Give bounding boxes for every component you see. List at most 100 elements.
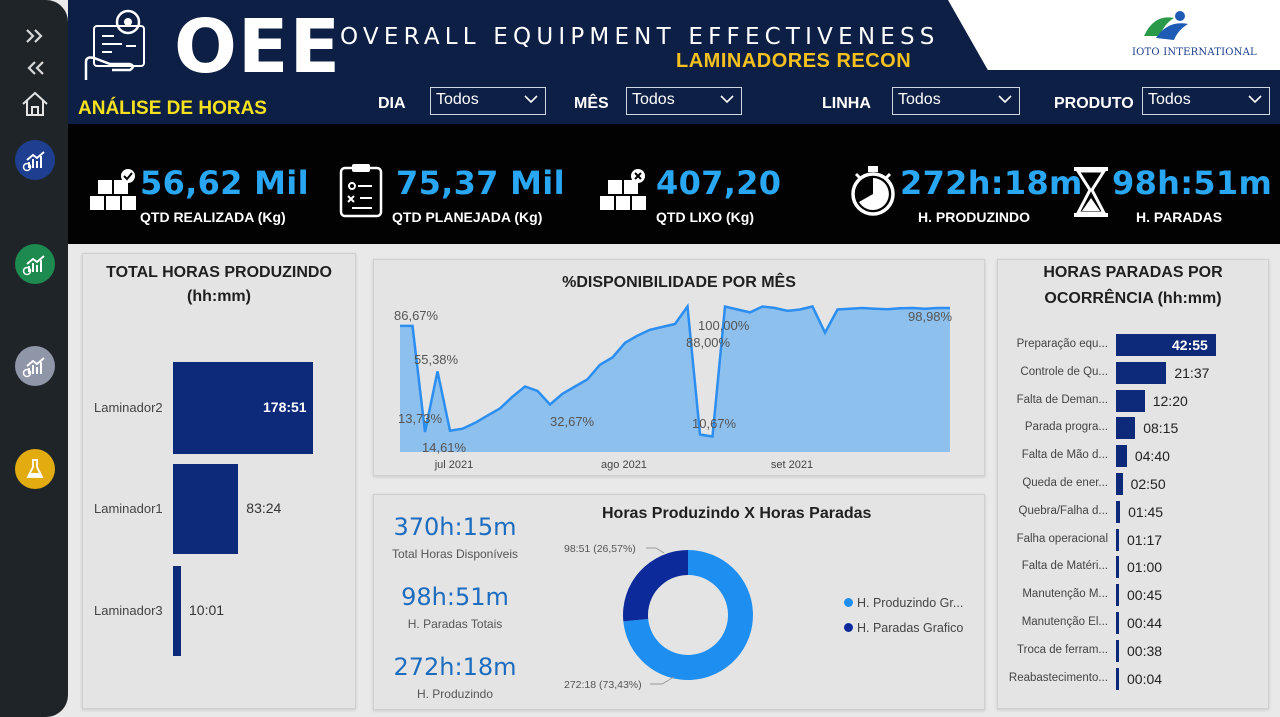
ocorrencia-value-label: 04:40 <box>1134 448 1170 465</box>
slice-label: 272:18 (73,43%) <box>564 679 642 691</box>
ocorrencia-value-label: 01:17 <box>1127 531 1163 548</box>
slice-label: 98:51 (26,57%) <box>564 543 636 555</box>
bar-laminador2[interactable] <box>173 362 313 454</box>
ocorrencia-bar[interactable] <box>1116 361 1167 384</box>
stat-produzindo-value: 272h:18m <box>393 653 517 681</box>
sidebar <box>0 0 68 717</box>
area-line <box>400 303 950 438</box>
ocorrencia-value-label: 00:38 <box>1127 642 1163 659</box>
ocorrencia-value-label: 08:15 <box>1143 420 1179 437</box>
ocorrencia-bar[interactable] <box>1116 528 1119 551</box>
ocorrencia-category-label: Manutenção M... <box>1022 588 1108 601</box>
report-gray-icon[interactable] <box>15 346 55 386</box>
report-green-icon[interactable] <box>15 244 55 284</box>
filter-linha-select[interactable]: Todos <box>892 87 1020 115</box>
filter-mes-select[interactable]: Todos <box>626 87 742 115</box>
ocorrencia-value-label: 12:20 <box>1152 392 1188 409</box>
filter-dia-select[interactable]: Todos <box>430 87 546 115</box>
filter-produto-label: PRODUTO <box>1054 95 1134 112</box>
oee-logo-text: OEE <box>174 4 342 90</box>
ocorrencia-bar[interactable] <box>1116 445 1127 468</box>
filter-produto-select[interactable]: Todos <box>1142 87 1270 115</box>
data-label: 98,98% <box>908 309 953 324</box>
lab-flask-icon[interactable] <box>15 449 55 489</box>
expand-icon[interactable] <box>22 24 48 48</box>
legend-dot-icon <box>844 598 853 607</box>
ocorrencia-value-label: 00:04 <box>1127 670 1163 687</box>
donut-slice[interactable] <box>623 550 688 622</box>
area-fill <box>400 306 950 452</box>
ocorrencia-category-label: Falta de Deman... <box>1016 393 1108 406</box>
ocorrencia-bar[interactable] <box>1116 639 1119 662</box>
leader-line <box>650 676 675 685</box>
section-label: ANÁLISE DE HORAS <box>78 98 267 119</box>
kpi-band: 56,62 Mil QTD REALIZADA (Kg) 75,37 Mil Q… <box>68 124 1280 244</box>
card-ocorrencia: HORAS PARADAS POR OCORRÊNCIA (hh:mm) Pre… <box>997 259 1269 709</box>
brand-name: IOTO INTERNATIONAL <box>1132 47 1257 58</box>
ocorrencia-bar[interactable] <box>1116 473 1123 495</box>
card-disponibilidade: %DISPONIBILIDADE POR MÊS jul 2021 ago 202… <box>373 259 985 476</box>
legend-paradas[interactable]: H. Paradas Grafico <box>844 621 963 635</box>
ocorrencia-bar[interactable] <box>1116 417 1136 440</box>
ocorrencia-category-label: Preparação equ... <box>1016 338 1108 350</box>
legend-dot-icon <box>844 623 853 632</box>
ocorrencia-bar[interactable] <box>1116 334 1216 356</box>
ocorrencia-category-label: Falta de Matéri... <box>1021 560 1108 573</box>
page-title: OVERALL EQUIPMENT EFFECTIVENESS <box>340 24 940 50</box>
kpi-qtd-lixo-value: 407,20 <box>656 164 782 202</box>
ocorrencia-bar[interactable] <box>1116 389 1145 412</box>
filter-mes-value: Todos <box>632 91 675 108</box>
ocorrencia-category-label: Troca de ferram... <box>1017 643 1108 656</box>
ocorrencia-category-label: Falha operacional <box>1016 532 1108 545</box>
leader-line <box>646 547 665 554</box>
kpi-h-produzindo-label: H. PRODUZINDO <box>918 209 1030 225</box>
clipboard-plan-icon <box>339 164 383 218</box>
bar-value-label: 178:51 <box>263 399 307 415</box>
bar-value-label: 10:01 <box>189 602 225 618</box>
kpi-qtd-realizada-value: 56,62 Mil <box>140 164 309 202</box>
kpi-h-paradas-label: H. PARADAS <box>1136 209 1223 225</box>
chevron-down-icon <box>720 95 734 104</box>
bar-laminador3[interactable] <box>173 566 181 656</box>
ocorrencia-bar[interactable] <box>1116 584 1119 607</box>
ocorrencia-bar-chart: Preparação equ... 42:55 Controle de Qu... 2… <box>998 260 1270 710</box>
kpi-h-paradas-value: 98h:51m <box>1112 164 1273 202</box>
page-subtitle: LAMINADORES RECON <box>676 50 912 72</box>
report-blue-icon[interactable] <box>15 140 55 180</box>
bar-category-label: Laminador2 <box>94 400 163 415</box>
ocorrencia-bar[interactable] <box>1116 556 1119 579</box>
card-horas-vs: Horas Produzindo X Horas Paradas 370h:15… <box>373 494 985 710</box>
home-icon[interactable] <box>18 88 52 120</box>
header: OEE OVERALL EQUIPMENT EFFECTIVENESS LAMI… <box>68 0 1280 124</box>
kpi-qtd-planejada-label: QTD PLANEJADA (Kg) <box>392 209 543 225</box>
data-label: 14,61% <box>422 440 467 455</box>
legend-label: H. Produzindo Gr... <box>857 596 964 610</box>
ocorrencia-value-label: 02:50 <box>1130 476 1166 492</box>
ocorrencia-bar[interactable] <box>1116 667 1119 690</box>
ocorrencia-bar[interactable] <box>1116 612 1119 634</box>
ocorrencia-category-label: Queda de ener... <box>1022 477 1108 489</box>
card-title: Horas Produzindo X Horas Paradas <box>602 505 872 522</box>
kpi-h-produzindo-value: 272h:18m <box>900 164 1083 202</box>
stat-total-disponiveis-value: 370h:15m <box>393 513 517 541</box>
horas-donut-chart: 98:51 (26,57%) 272:18 (73,43%) <box>564 543 753 691</box>
card-total-horas: TOTAL HORAS PRODUZINDO (hh:mm) Laminador… <box>82 253 356 709</box>
collapse-icon[interactable] <box>22 56 48 80</box>
ocorrencia-category-label: Falta de Mão d... <box>1021 449 1108 462</box>
x-tick-label: jul 2021 <box>434 459 474 471</box>
ocorrencia-value-label: 00:45 <box>1127 587 1163 604</box>
brand-logo-icon <box>1144 11 1188 40</box>
ocorrencia-category-label: Manutenção El... <box>1021 616 1108 628</box>
bar-laminador1[interactable] <box>173 464 239 554</box>
ocorrencia-value-label: 01:45 <box>1128 503 1164 520</box>
boxes-x-icon <box>600 169 646 210</box>
card-title-unit: OCORRÊNCIA (hh:mm) <box>1044 290 1222 307</box>
donut-slice[interactable] <box>623 550 753 680</box>
ocorrencia-bar[interactable] <box>1116 500 1121 523</box>
filter-mes-label: MÊS <box>574 95 609 112</box>
data-label: 13,73% <box>398 411 443 426</box>
chevron-down-icon <box>524 95 538 104</box>
legend-produzindo[interactable]: H. Produzindo Gr... <box>844 596 963 610</box>
filter-produto-value: Todos <box>1148 91 1191 108</box>
